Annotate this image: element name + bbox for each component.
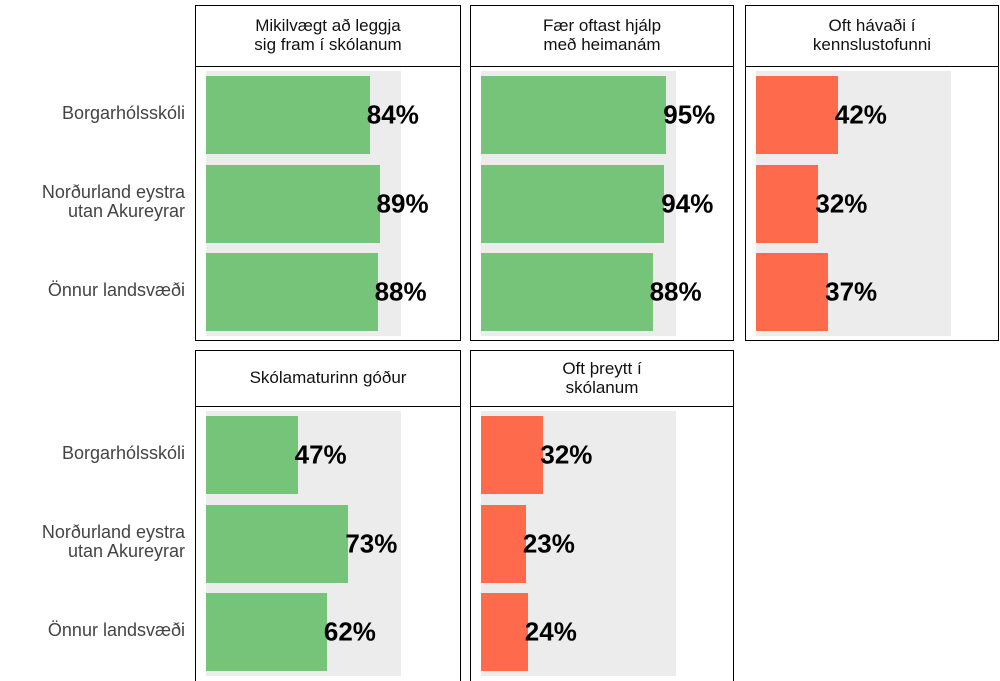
value-label: 32% bbox=[815, 188, 868, 218]
bar bbox=[481, 252, 653, 331]
value-label: 88% bbox=[649, 276, 702, 307]
facet-title: Skólamaturinn góður bbox=[196, 351, 460, 407]
value-label: 62% bbox=[323, 616, 376, 647]
value-label: 42% bbox=[834, 99, 887, 130]
bar bbox=[481, 592, 528, 671]
value-label: 89% bbox=[376, 188, 429, 218]
category-label: Norðurland eystra utan Akureyrar bbox=[41, 181, 185, 222]
facet-panel: Mikilvægt að leggja sig fram í skólanum 8… bbox=[195, 5, 461, 341]
facet-panel: Oft þreytt í skólanum 32% 23% 24% bbox=[470, 350, 734, 681]
category-label: Norðurland eystra utan Akureyrar bbox=[41, 521, 185, 562]
bar bbox=[206, 592, 327, 671]
value-label: 73% bbox=[345, 528, 398, 558]
bar bbox=[756, 164, 819, 243]
bar bbox=[481, 504, 526, 583]
facet-panel: Skólamaturinn góður 47% 73% 62% bbox=[195, 350, 461, 681]
bar bbox=[481, 164, 665, 243]
bar bbox=[206, 416, 298, 495]
value-label: 88% bbox=[374, 276, 427, 307]
value-label: 37% bbox=[825, 276, 878, 307]
category-label: Önnur landsvæði bbox=[47, 619, 185, 640]
facet-title: Fær oftast hjálp með heimanám bbox=[471, 6, 733, 67]
bar bbox=[481, 76, 667, 155]
facet-panel: Oft hávaði í kennslustofunni 42% 32% 37% bbox=[745, 5, 999, 341]
category-label: Önnur landsvæði bbox=[47, 279, 185, 300]
value-label: 32% bbox=[540, 439, 593, 470]
bar bbox=[756, 252, 829, 331]
facet-title: Oft þreytt í skólanum bbox=[471, 351, 733, 407]
facet-panel: Fær oftast hjálp með heimanám 95% 94% 88% bbox=[470, 5, 734, 341]
bar bbox=[756, 76, 838, 155]
bar bbox=[206, 504, 349, 583]
bar bbox=[206, 252, 378, 331]
bar bbox=[206, 76, 370, 155]
bar bbox=[481, 416, 544, 495]
facet-title: Mikilvægt að leggja sig fram í skólanum bbox=[196, 6, 460, 67]
value-label: 24% bbox=[524, 616, 577, 647]
value-label: 23% bbox=[522, 528, 575, 558]
value-label: 94% bbox=[661, 188, 714, 218]
value-label: 47% bbox=[294, 439, 347, 470]
value-label: 95% bbox=[663, 99, 716, 130]
category-label: Borgarhólsskóli bbox=[61, 443, 185, 464]
value-label: 84% bbox=[366, 99, 419, 130]
bar bbox=[206, 164, 380, 243]
facet-title: Oft hávaði í kennslustofunni bbox=[746, 6, 998, 67]
category-label: Borgarhólsskóli bbox=[61, 103, 185, 124]
